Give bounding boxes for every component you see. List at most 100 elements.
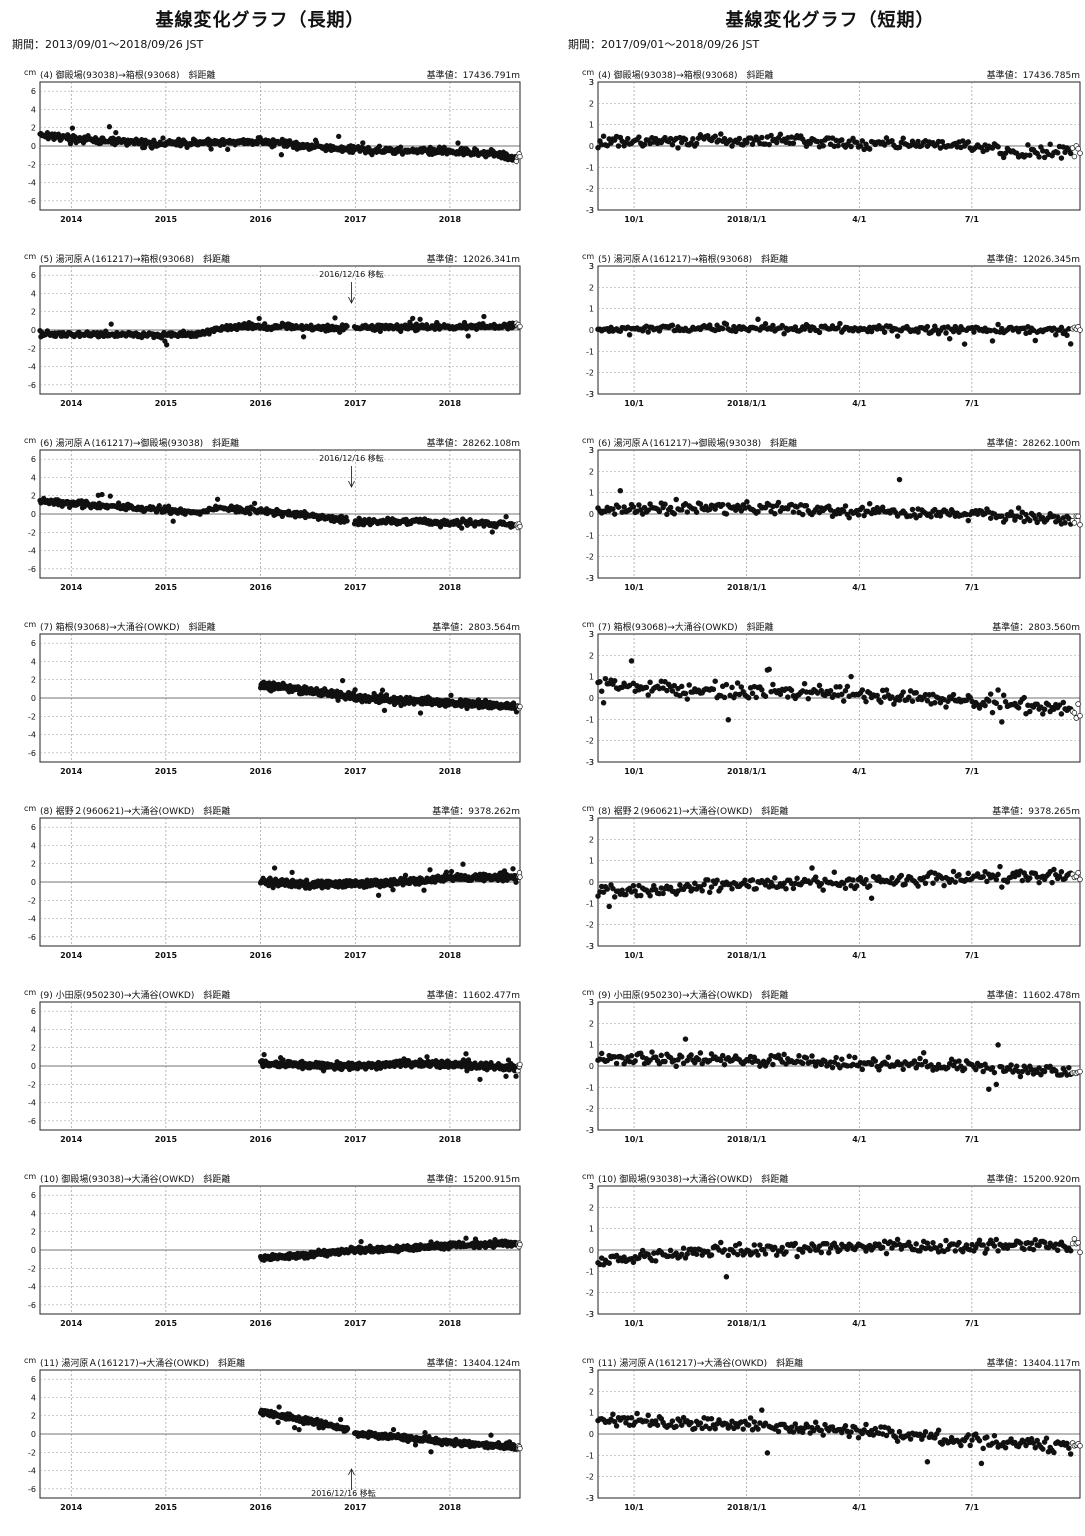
data-point xyxy=(759,135,764,140)
data-point xyxy=(668,505,673,510)
data-point xyxy=(1065,333,1070,338)
data-point xyxy=(973,1067,978,1072)
data-point xyxy=(901,690,906,695)
data-point xyxy=(622,505,627,510)
data-point xyxy=(804,503,809,508)
data-point xyxy=(906,695,911,700)
data-point xyxy=(720,326,725,331)
data-point xyxy=(957,872,962,877)
data-point xyxy=(674,1064,679,1069)
data-point xyxy=(750,878,755,883)
data-point xyxy=(800,512,805,517)
data-point xyxy=(847,1054,852,1059)
data-point xyxy=(676,146,681,151)
data-point xyxy=(746,695,751,700)
data-point xyxy=(1078,151,1083,156)
data-point xyxy=(791,510,796,515)
data-point xyxy=(998,864,1003,869)
data-point xyxy=(886,1055,891,1060)
x-tick-label: 7/1 xyxy=(965,215,979,224)
data-point xyxy=(864,877,869,882)
y-tick-label: -3 xyxy=(586,206,594,215)
data-point xyxy=(627,332,632,337)
data-point xyxy=(879,700,884,705)
data-point xyxy=(702,882,707,887)
data-point xyxy=(618,488,623,493)
y-tick-label: 2 xyxy=(589,99,594,108)
data-point xyxy=(665,688,670,693)
data-point xyxy=(722,1062,727,1067)
y-tick-label: -3 xyxy=(586,758,594,767)
data-point xyxy=(916,139,921,144)
data-point xyxy=(1052,867,1057,872)
data-point xyxy=(605,887,610,892)
data-point xyxy=(646,693,651,698)
data-point xyxy=(661,891,666,896)
data-point xyxy=(1027,876,1032,881)
x-tick-label: 4/1 xyxy=(852,399,866,408)
data-point xyxy=(854,884,859,889)
data-point xyxy=(756,509,761,514)
data-point xyxy=(918,1056,923,1061)
data-point xyxy=(791,141,796,146)
data-points xyxy=(596,864,1083,909)
data-point xyxy=(953,880,958,885)
data-point xyxy=(998,705,1003,710)
data-point xyxy=(802,681,807,686)
data-point xyxy=(903,882,908,887)
data-point xyxy=(722,695,727,700)
data-point xyxy=(847,515,852,520)
y-tick-label: -1 xyxy=(586,1083,594,1092)
data-point xyxy=(772,511,777,516)
y-tick-label: 3 xyxy=(589,814,594,823)
data-point xyxy=(707,890,712,895)
data-point xyxy=(624,892,629,897)
data-point xyxy=(901,1067,906,1072)
y-tick-label: 2 xyxy=(589,835,594,844)
data-point xyxy=(897,145,902,150)
data-point xyxy=(817,330,822,335)
data-point xyxy=(612,678,617,683)
data-point xyxy=(646,330,651,335)
data-point xyxy=(817,683,822,688)
data-point xyxy=(637,503,642,508)
data-point xyxy=(923,1059,928,1064)
data-point xyxy=(1003,699,1008,704)
data-point xyxy=(743,878,748,883)
data-point xyxy=(1022,695,1027,700)
data-point xyxy=(771,1062,776,1067)
y-tick-label: 2 xyxy=(589,283,594,292)
data-point xyxy=(650,1050,655,1055)
data-point xyxy=(700,888,705,893)
data-point xyxy=(679,1054,684,1059)
data-point xyxy=(638,893,643,898)
x-tick-label: 2018/1/1 xyxy=(727,767,767,776)
data-point xyxy=(806,696,811,701)
data-point xyxy=(665,512,670,517)
y-tick-label: 0 xyxy=(589,326,594,335)
chart-panel-short-8: cm(8) 裾野２(960621)→大涌谷(OWKD) 斜距離基準値：9378.… xyxy=(0,804,1085,984)
y-tick-label: -2 xyxy=(586,921,594,930)
data-point xyxy=(718,132,723,137)
data-point xyxy=(895,334,900,339)
data-point xyxy=(962,342,967,347)
data-point xyxy=(849,144,854,149)
data-point xyxy=(819,881,824,886)
data-point xyxy=(1037,880,1042,885)
data-point xyxy=(996,872,1001,877)
data-point xyxy=(685,510,690,515)
data-point xyxy=(1053,332,1058,337)
x-tick-label: 10/1 xyxy=(624,1135,644,1144)
data-point xyxy=(867,501,872,506)
data-point xyxy=(759,687,764,692)
short-term-title: 基線変化グラフ（短期） xyxy=(680,6,980,32)
data-point xyxy=(988,516,993,521)
data-point xyxy=(1037,155,1042,160)
data-point xyxy=(611,507,616,512)
data-point xyxy=(698,1051,703,1056)
x-tick-label: 7/1 xyxy=(965,583,979,592)
